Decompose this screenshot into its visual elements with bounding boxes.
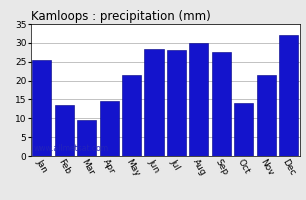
Bar bbox=[122, 75, 141, 156]
Bar bbox=[279, 35, 298, 156]
Bar bbox=[234, 103, 253, 156]
Bar bbox=[32, 60, 51, 156]
Bar bbox=[100, 101, 119, 156]
Bar bbox=[257, 75, 276, 156]
Bar bbox=[144, 49, 163, 156]
Text: www.allmetsat.com: www.allmetsat.com bbox=[33, 144, 108, 153]
Bar bbox=[189, 43, 208, 156]
Bar bbox=[55, 105, 74, 156]
Bar bbox=[77, 120, 96, 156]
Bar bbox=[212, 52, 231, 156]
Text: Kamloops : precipitation (mm): Kamloops : precipitation (mm) bbox=[31, 10, 210, 23]
Bar bbox=[167, 50, 186, 156]
